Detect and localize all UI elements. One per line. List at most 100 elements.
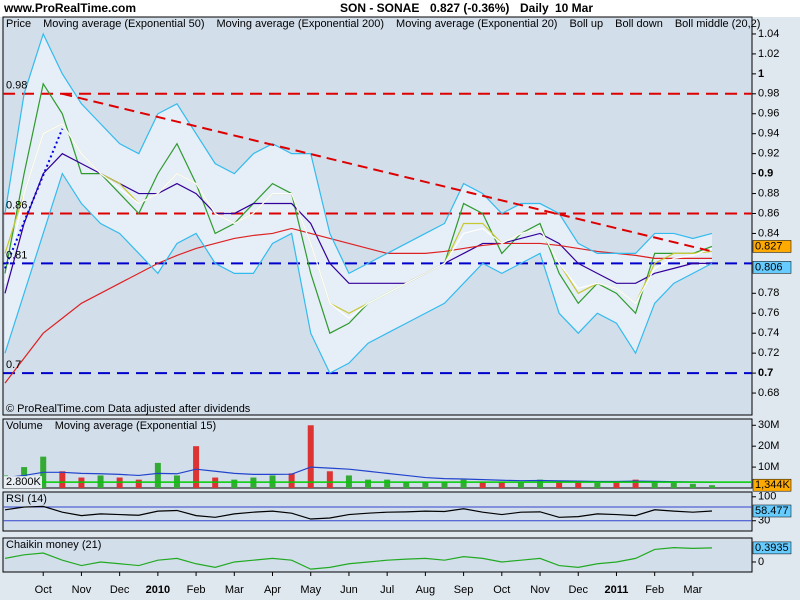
legend-entry: Boll down	[615, 18, 663, 30]
y-tick-label: 1	[758, 68, 764, 80]
quote: 0.827 (-0.36%)	[430, 1, 509, 15]
y-tick-label: 0.72	[758, 347, 779, 359]
x-tick-label: Feb	[187, 584, 206, 596]
plot-area	[4, 547, 713, 570]
volume-bar	[632, 479, 639, 488]
volume-bar	[307, 425, 314, 488]
panel	[2, 418, 753, 489]
x-tick-label: Mar	[225, 584, 244, 596]
instrument: SON - SONAE	[340, 1, 419, 15]
y-tick-label: 0.88	[758, 187, 779, 199]
x-tick-label: Oct	[35, 584, 52, 596]
x-tick-label: May	[300, 584, 321, 596]
marker-box	[752, 261, 792, 274]
legend-entry: Moving average (Exponential 20)	[396, 18, 557, 30]
header-bar	[0, 0, 800, 17]
y-tick-label: 0.78	[758, 287, 779, 299]
y-tick-label: 0.94	[758, 128, 779, 140]
level-label: 0.98	[6, 80, 27, 92]
volume-bar	[288, 473, 295, 488]
level-label: 0.86	[6, 199, 27, 211]
x-tick-label: 2011	[605, 584, 629, 596]
series-line	[4, 172, 713, 374]
volume-bar	[613, 481, 620, 488]
x-tick-label: Dec	[568, 584, 588, 596]
trendline	[4, 128, 64, 269]
legend-entry: Boll up	[569, 18, 603, 30]
volume-bar	[460, 479, 467, 488]
plot-area	[3, 32, 752, 384]
volume-bar	[594, 482, 601, 488]
x-tick-label: Apr	[264, 584, 281, 596]
period: Daily	[520, 1, 549, 15]
y-tick-label: 0.76	[758, 307, 779, 319]
volume-bar	[651, 481, 658, 488]
site-name: www.ProRealTime.com	[3, 1, 136, 15]
volume-bar	[135, 479, 142, 488]
volume-bar	[193, 446, 200, 488]
date: 10 Mar	[555, 1, 593, 15]
legend-entry: RSI (14)	[6, 493, 47, 505]
legend-entry: Moving average (Exponential 50)	[43, 18, 204, 30]
x-tick-label: Nov	[530, 584, 550, 596]
volume-bar	[556, 481, 563, 488]
series-line	[4, 122, 713, 314]
legend-entry: Moving average (Exponential 200)	[217, 18, 385, 30]
x-tick-label: Nov	[72, 584, 92, 596]
legend-entry: Chaikin money (21)	[6, 539, 101, 551]
marker-label: 2.800K	[6, 476, 42, 488]
y-tick-label: 0.68	[758, 387, 779, 399]
volume-bar	[575, 481, 582, 488]
volume-bar	[498, 481, 505, 488]
volume-bar	[231, 479, 238, 488]
volume-bar	[365, 479, 372, 488]
marker-label: 0.3935	[755, 542, 789, 554]
volume-bar	[59, 471, 66, 488]
volume-bar	[403, 481, 410, 488]
y-tick-label: 10M	[758, 461, 779, 473]
y-tick-label: 0.7	[758, 367, 773, 379]
plot-area	[3, 505, 752, 522]
volume-bar	[154, 462, 161, 488]
marker-box	[752, 541, 792, 555]
y-tick-label: 1.02	[758, 48, 779, 60]
volume-bar	[326, 471, 333, 488]
x-tick-label: Aug	[416, 584, 436, 596]
volume-bar	[537, 479, 544, 488]
volume-bar	[517, 481, 524, 488]
marker-box	[752, 240, 792, 253]
y-tick-label: 0.74	[758, 327, 779, 339]
series-line	[4, 82, 713, 335]
volume-bar	[479, 481, 486, 488]
legend-entry: Price	[6, 18, 31, 30]
series-line	[4, 32, 713, 275]
y-tick-label: 0.96	[758, 108, 779, 120]
plot-area	[3, 425, 752, 488]
y-tick-label: 0.84	[758, 227, 779, 239]
y-tick-label: 0.86	[758, 207, 779, 219]
y-tick-label: 0.9	[758, 168, 773, 180]
panel	[2, 537, 753, 573]
level-label: 0.81	[6, 249, 27, 261]
y-tick-label: 20M	[758, 440, 779, 452]
y-tick-label: 0.98	[758, 88, 779, 100]
level-label: 0.7	[6, 359, 21, 371]
volume-bar	[422, 481, 429, 488]
marker-box	[4, 476, 42, 489]
series-line	[4, 227, 712, 384]
y-tick-label: 30	[758, 515, 770, 527]
legend-entry: Volume	[6, 420, 43, 432]
band-fill	[5, 33, 712, 374]
y-tick-label: 0	[758, 556, 764, 568]
y-tick-label: 0.92	[758, 148, 779, 160]
y-tick-label: 100	[758, 491, 776, 503]
x-tick-label: Sep	[454, 584, 474, 596]
x-tick-label: Dec	[110, 584, 130, 596]
footnote: © ProRealTime.com Data adjusted after di…	[6, 403, 251, 415]
series-line	[4, 547, 713, 570]
x-tick-label: Mar	[683, 584, 702, 596]
marker-box	[752, 504, 792, 518]
volume-bar	[384, 479, 391, 488]
volume-bar	[709, 485, 715, 488]
